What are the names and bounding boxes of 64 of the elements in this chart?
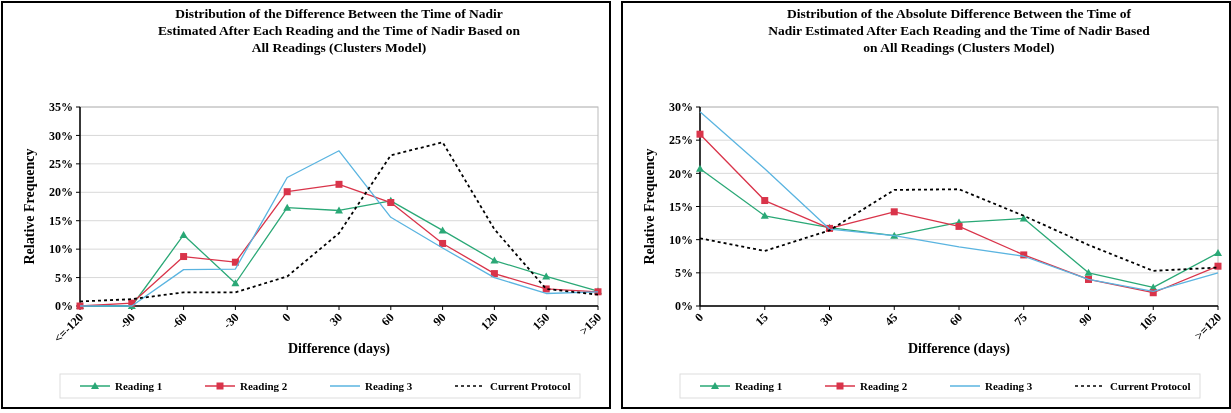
x-tick-label: 120 — [477, 310, 501, 333]
y-tick-label: 5% — [675, 266, 693, 281]
point — [696, 130, 704, 138]
chart-title: Distribution of the Difference Between the Time of Nadir Estimated After Each Reading and the Time of Nadir Based on All Readings (Clusters Model) — [157, 6, 521, 55]
y-tick-label: 0% — [675, 299, 693, 314]
point — [335, 180, 343, 188]
point — [1214, 262, 1222, 270]
y-axis-title: Relative Frequency — [22, 148, 37, 265]
chart-title: Distribution of the Absolute Difference Between the Time of Nadir Estimated After Each Reading and the Time of Nadir Based on All Readings (Clusters Model) — [768, 6, 1151, 55]
x-tick-label: 150 — [529, 310, 553, 333]
point — [231, 279, 240, 287]
point — [955, 222, 963, 230]
point — [890, 208, 898, 216]
x-axis-title: Difference (days) — [908, 341, 1011, 357]
legend-label: Current Protocol — [1110, 379, 1191, 392]
y-tick-label: 25% — [669, 133, 693, 148]
y-tick-label: 35% — [49, 100, 73, 115]
legend-label: Current Protocol — [490, 379, 571, 392]
y-tick-label: 15% — [49, 213, 73, 228]
x-tick-label: -30 — [220, 310, 242, 332]
point — [179, 230, 188, 238]
point — [490, 270, 498, 278]
x-tick-label: 75 — [1011, 310, 1030, 329]
x-tick-label: 0 — [279, 310, 294, 325]
x-tick-label: 90 — [430, 310, 449, 329]
y-tick-label: 25% — [49, 157, 73, 172]
x-tick-label: 45 — [881, 310, 901, 329]
legend-label: Reading 2 — [240, 379, 288, 392]
x-tick-label: 0 — [691, 310, 707, 325]
y-tick-label: 0% — [55, 299, 73, 314]
y-tick-label: 15% — [669, 199, 693, 214]
y-tick-label: 30% — [669, 100, 693, 115]
point — [283, 203, 292, 211]
legend-label: Reading 1 — [735, 379, 783, 392]
y-tick-label: 30% — [49, 128, 73, 143]
x-axis-title: Difference (days) — [288, 341, 391, 357]
legend-label: Reading 3 — [365, 379, 413, 392]
point — [490, 256, 499, 264]
legend-label: Reading 2 — [860, 379, 908, 392]
point — [761, 197, 769, 205]
y-tick-label: 10% — [669, 232, 693, 247]
point — [180, 253, 188, 261]
point — [1214, 248, 1222, 256]
point — [760, 211, 769, 219]
y-tick-label: 20% — [669, 166, 693, 181]
x-tick-label: 30 — [326, 310, 346, 329]
x-tick-label: 30 — [817, 310, 836, 329]
x-tick-label: 60 — [378, 310, 397, 329]
point — [283, 188, 291, 196]
x-tick-label: 15 — [752, 310, 771, 329]
y-tick-label: 5% — [55, 270, 73, 285]
y-tick-label: 10% — [49, 242, 73, 257]
legend-label: Reading 3 — [985, 379, 1033, 392]
point — [439, 239, 447, 247]
x-tick-label: 90 — [1076, 310, 1095, 329]
point — [696, 164, 704, 172]
y-tick-label: 20% — [49, 185, 73, 200]
x-tick-label: -90 — [116, 310, 138, 332]
x-tick-label: 60 — [946, 310, 966, 329]
point — [1084, 268, 1093, 276]
legend-label: Reading 1 — [115, 379, 163, 392]
y-axis-title: Relative Frequency — [642, 148, 657, 265]
x-tick-label: -60 — [168, 310, 190, 332]
x-tick-label: 105 — [1136, 310, 1160, 333]
